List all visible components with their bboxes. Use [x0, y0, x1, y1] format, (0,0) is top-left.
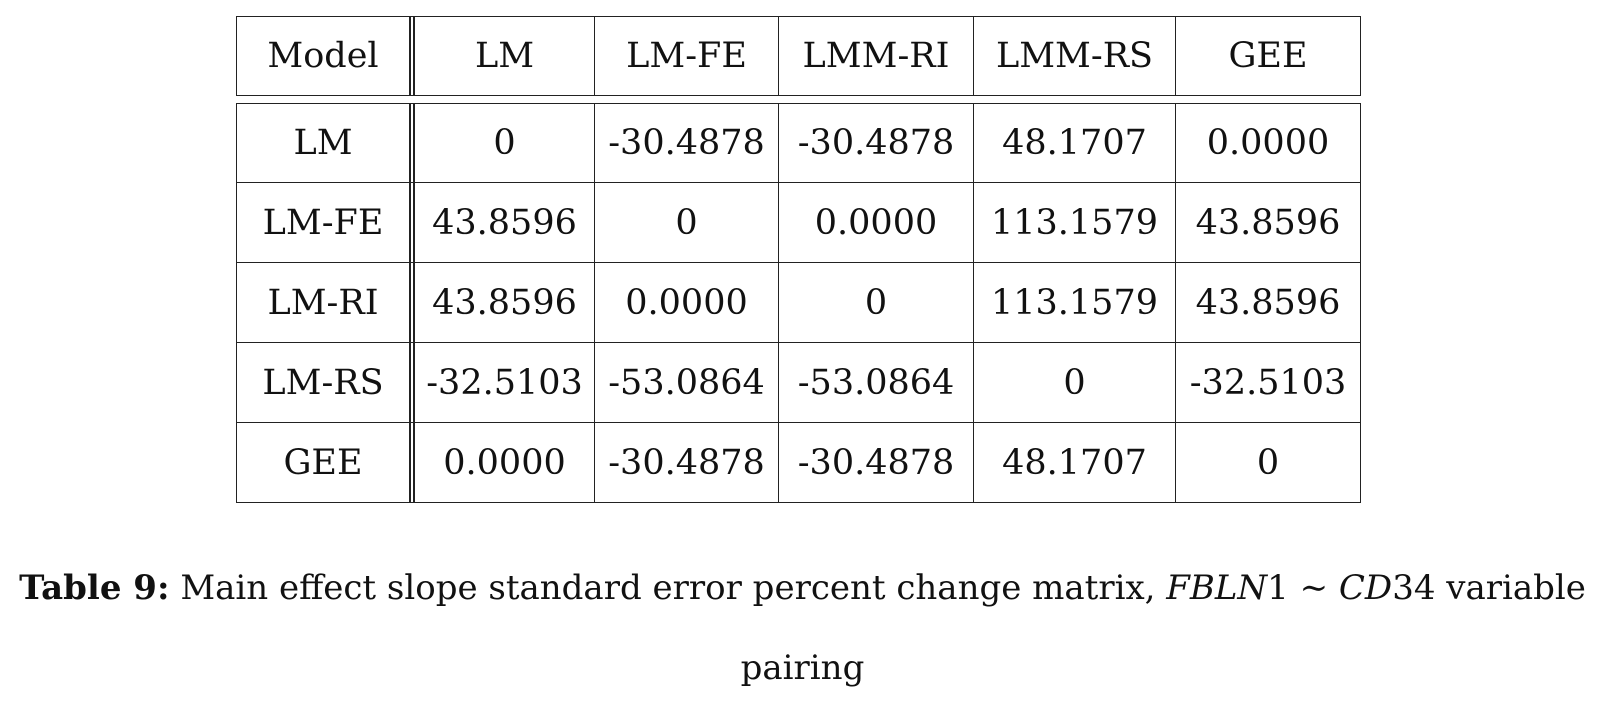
- table-cell: 48.1707: [974, 423, 1176, 502]
- header-cell-lmm-ri: LMM-RI: [779, 17, 974, 95]
- row-label: LM-FE: [237, 183, 415, 262]
- table-cell: -53.0864: [595, 343, 779, 422]
- row-label: LM: [237, 104, 415, 182]
- table-cell: -30.4878: [595, 423, 779, 502]
- table-cell: 113.1579: [974, 183, 1176, 262]
- table-cell: -53.0864: [779, 343, 974, 422]
- header-cell-model: Model: [237, 17, 415, 95]
- header-cell-lm-fe: LM-FE: [595, 17, 779, 95]
- caption-math-tilde: ∼: [1299, 568, 1329, 608]
- table-cell: 113.1579: [974, 263, 1176, 342]
- table-cell: 43.8596: [1195, 202, 1341, 243]
- table-cell: -32.5103: [415, 343, 595, 422]
- table-caption: Table 9: Main effect slope standard erro…: [0, 548, 1605, 708]
- row-label: LM-RS: [237, 343, 415, 422]
- table-cell: -32.5103: [1189, 362, 1347, 403]
- table-cell: 0: [595, 183, 779, 262]
- table-cell: -30.4878: [779, 104, 974, 182]
- caption-line-2: pairing: [740, 648, 865, 688]
- table-row: LM-FE 43.8596 0 0.0000 113.1579 43.8596: [236, 183, 1361, 263]
- table-cell: 0: [1256, 442, 1280, 483]
- percent-change-table: Model LM LM-FE LMM-RI LMM-RS GEE LM 0 -3…: [236, 16, 1361, 503]
- table-row: LM-RS -32.5103 -53.0864 -53.0864 0 -32.5…: [236, 343, 1361, 423]
- table-cell: 0: [974, 343, 1176, 422]
- caption-math-num-a: 1: [1267, 568, 1289, 608]
- header-cell-lmm-rs: LMM-RS: [974, 17, 1176, 95]
- table-cell: 43.8596: [415, 263, 595, 342]
- header-cell-lm: LM: [415, 17, 595, 95]
- caption-line-1: Table 9: Main effect slope standard erro…: [0, 548, 1605, 628]
- table-row: LM-RI 43.8596 0.0000 0 113.1579 43.8596: [236, 263, 1361, 343]
- table-cell: 0.0000: [779, 183, 974, 262]
- table-header-row: Model LM LM-FE LMM-RI LMM-RS GEE: [236, 16, 1361, 96]
- row-label: GEE: [237, 423, 415, 502]
- caption-math-cd: CD: [1338, 568, 1393, 608]
- table-row: GEE 0.0000 -30.4878 -30.4878 48.1707 0: [236, 423, 1361, 503]
- table-cell: 0.0000: [415, 423, 595, 502]
- table-cell: 0: [415, 104, 595, 182]
- table-cell: -30.4878: [779, 423, 974, 502]
- row-label: LM-RI: [237, 263, 415, 342]
- caption-label: Table 9:: [19, 568, 170, 608]
- table-cell: 43.8596: [415, 183, 595, 262]
- caption-text-end: variable: [1446, 568, 1586, 608]
- table-cell: 0.0000: [1206, 123, 1330, 163]
- table-cell: -30.4878: [595, 104, 779, 182]
- table-row: LM 0 -30.4878 -30.4878 48.1707 0.0000: [236, 103, 1361, 183]
- caption-math-num-b: 34: [1392, 568, 1436, 608]
- header-cell-gee: GEE: [1228, 36, 1308, 76]
- table-cell: 0.0000: [595, 263, 779, 342]
- table-cell: 48.1707: [974, 104, 1176, 182]
- table-cell: 0: [779, 263, 974, 342]
- caption-text: Main effect slope standard error percent…: [180, 568, 1156, 608]
- table-cell: 43.8596: [1195, 282, 1341, 323]
- caption-math-fbln: FBLN: [1166, 568, 1268, 608]
